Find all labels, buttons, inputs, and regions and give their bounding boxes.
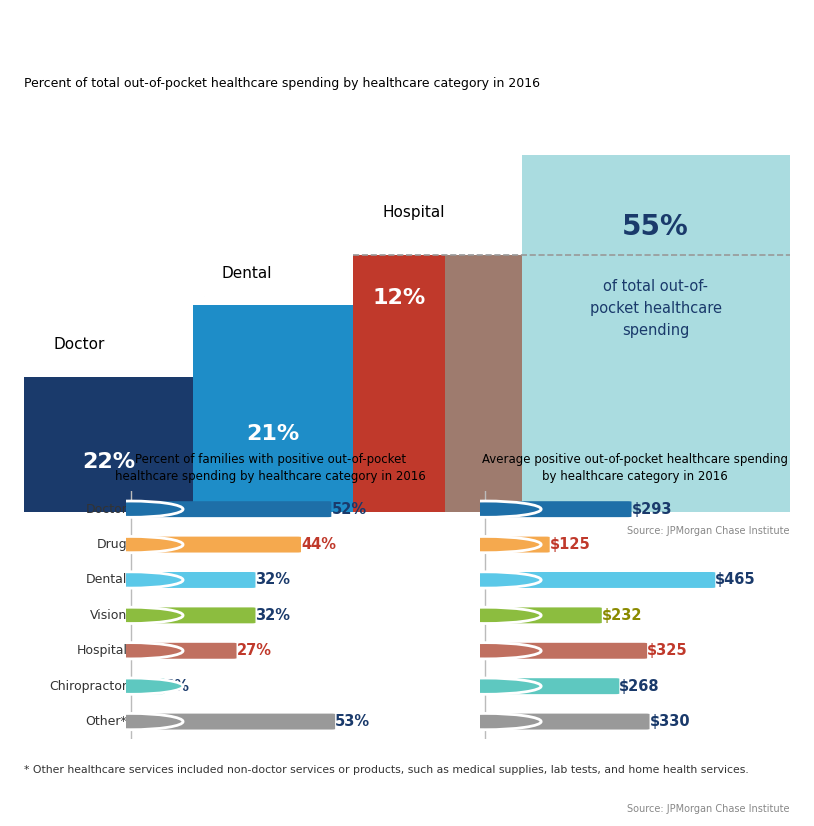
Text: $293: $293 [632,501,672,517]
Text: Vision: Vision [90,609,127,622]
Text: 55%: 55% [622,212,689,240]
Circle shape [78,714,183,729]
Circle shape [429,536,541,553]
Text: 32%: 32% [256,608,291,623]
Bar [24,377,193,512]
Text: $125: $125 [549,537,590,552]
Text: $268: $268 [619,679,660,694]
Bar [193,305,353,512]
Text: $465: $465 [716,572,756,587]
Text: Dental: Dental [86,573,127,586]
Text: Drug: Drug [97,538,127,551]
FancyBboxPatch shape [127,714,335,729]
Bar [445,255,522,512]
Text: 52%: 52% [331,501,366,517]
FancyBboxPatch shape [481,537,549,553]
FancyBboxPatch shape [127,607,256,624]
Text: Doctor: Doctor [54,337,105,352]
Text: ⚕: ⚕ [33,339,39,349]
Circle shape [78,501,183,517]
Text: Dental: Dental [222,265,273,281]
Circle shape [78,572,183,588]
Text: 8%: 8% [164,679,190,694]
FancyBboxPatch shape [481,678,619,694]
Text: Percent of families with positive out-of-pocket
healthcare spending by healthcar: Percent of families with positive out-of… [116,453,426,483]
Text: 12%: 12% [373,288,426,308]
Text: 27%: 27% [237,643,272,658]
Text: Chiropractor: Chiropractor [50,680,127,693]
FancyBboxPatch shape [127,537,301,553]
Text: Average positive out-of-pocket healthcare spending
by healthcare category in 201: Average positive out-of-pocket healthcar… [482,453,788,483]
Circle shape [78,607,183,624]
Bar [353,255,445,512]
Circle shape [429,643,541,659]
Text: ⚲: ⚲ [199,267,209,279]
FancyBboxPatch shape [127,572,256,588]
FancyBboxPatch shape [127,643,237,659]
Text: Other*: Other* [85,715,127,728]
Text: 21%: 21% [247,424,300,444]
Circle shape [78,536,183,553]
FancyBboxPatch shape [481,607,602,624]
Circle shape [35,321,37,368]
Bar [522,155,790,512]
Circle shape [78,643,183,659]
Text: of total out-of-
pocket healthcare
spending: of total out-of- pocket healthcare spend… [589,279,722,339]
Circle shape [78,678,183,695]
Text: Source: JPMorgan Chase Institute: Source: JPMorgan Chase Institute [627,526,790,536]
Text: 32%: 32% [256,572,291,587]
Text: 53%: 53% [335,714,370,729]
Text: 44%: 44% [301,537,336,552]
FancyBboxPatch shape [481,572,716,588]
Circle shape [429,607,541,624]
Text: +: + [357,203,373,221]
Text: 22%: 22% [82,452,135,472]
FancyBboxPatch shape [481,643,647,659]
Circle shape [429,714,541,729]
FancyBboxPatch shape [481,714,650,729]
Text: $325: $325 [647,643,688,658]
FancyBboxPatch shape [481,501,632,517]
Text: $330: $330 [650,714,690,729]
Text: Hospital: Hospital [77,644,127,657]
Text: * Other healthcare services included non-doctor services or products, such as me: * Other healthcare services included non… [24,765,749,775]
Text: Source: JPMorgan Chase Institute: Source: JPMorgan Chase Institute [627,804,790,814]
Circle shape [429,572,541,588]
Circle shape [429,501,541,517]
FancyBboxPatch shape [127,678,164,694]
Text: $232: $232 [602,608,642,623]
Circle shape [204,249,205,297]
Text: Doctor: Doctor [85,503,127,515]
FancyBboxPatch shape [127,501,331,517]
Text: Percent of total out-of-pocket healthcare spending by healthcare category in 201: Percent of total out-of-pocket healthcar… [24,77,540,90]
Circle shape [429,678,541,695]
Text: Hospital: Hospital [383,205,445,220]
